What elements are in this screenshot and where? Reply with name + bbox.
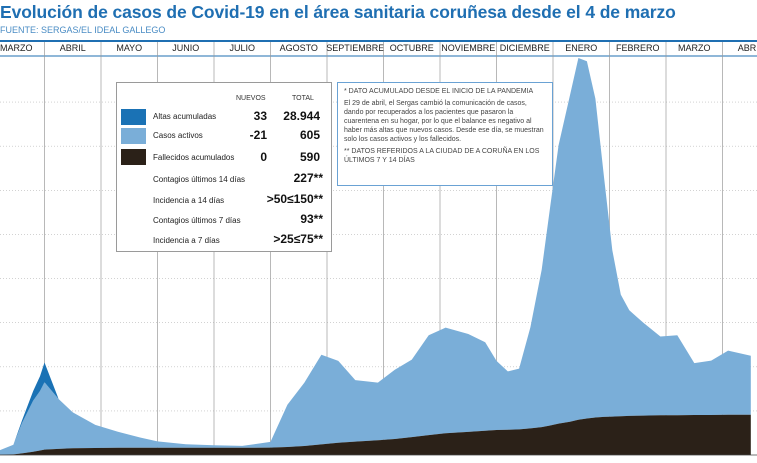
chart-title: Evolución de casos de Covid-19 en el áre… <box>0 2 676 22</box>
legend-swatch-fallecidos <box>121 149 146 165</box>
legend-nuevos-activos: -21 <box>249 128 267 142</box>
month-label: MARZO <box>678 43 711 53</box>
chart-source: FUENTE: SERGAS/EL IDEAL GALLEGO <box>0 25 166 35</box>
legend-label-altas: Altas acumuladas <box>153 112 217 121</box>
legend-total-activos: 605 <box>299 128 320 142</box>
stat-value-contagios-14: 227** <box>293 171 323 185</box>
legend-nuevos-altas: 33 <box>253 109 267 123</box>
legend-header-nuevos: NUEVOS <box>236 95 266 102</box>
month-label: JUNIO <box>172 43 199 53</box>
month-label: ABRIL <box>738 43 757 53</box>
legend-label-activos: Casos activos <box>153 131 203 140</box>
legend-header-total: TOTAL <box>292 95 314 102</box>
stat-value-contagios-7: 93** <box>300 212 323 226</box>
month-label: FEBRERO <box>616 43 660 53</box>
note-april-change: El 29 de abril, el Sergas cambió la comu… <box>344 100 544 143</box>
notes-box: * DATO ACUMULADO DESDE EL INICIO DE LA P… <box>337 82 553 186</box>
month-label: SEPTIEMBRE <box>326 43 384 53</box>
month-label: AGOSTO <box>280 43 318 53</box>
stat-label-incidencia-14: Incidencia a 14 días <box>153 196 225 205</box>
stat-label-incidencia-7: Incidencia a 7 días <box>153 236 220 245</box>
month-label: JULIO <box>229 43 255 53</box>
month-label: ABRIL <box>60 43 86 53</box>
legend-swatch-altas <box>121 109 146 125</box>
month-label: DICIEMBRE <box>500 43 550 53</box>
stat-value-incidencia-7: >25≤75** <box>273 232 323 246</box>
month-label: MAYO <box>116 43 142 53</box>
stat-label-contagios-7: Contagios últimos 7 días <box>153 216 241 225</box>
legend-total-fallecidos: 590 <box>299 150 320 164</box>
legend-box: NUEVOS TOTAL Altas acumuladas 33 28.944 … <box>116 82 332 252</box>
month-label: ENERO <box>565 43 597 53</box>
note-city-data: ** DATOS REFERIDOS A LA CIUDAD DE A CORU… <box>344 148 540 164</box>
stat-value-incidencia-14: >50≤150** <box>266 192 323 206</box>
month-label: MARZO <box>0 43 33 53</box>
legend-swatch-activos <box>121 128 146 144</box>
month-label: NOVIEMBRE <box>441 43 495 53</box>
month-label: OCTUBRE <box>390 43 434 53</box>
legend-nuevos-fallecidos: 0 <box>260 150 267 164</box>
note-accumulated: * DATO ACUMULADO DESDE EL INICIO DE LA P… <box>344 88 534 95</box>
legend-total-altas: 28.944 <box>283 109 320 123</box>
stat-label-contagios-14: Contagios últimos 14 días <box>153 175 246 184</box>
area-casos-activos <box>0 58 751 455</box>
legend-label-fallecidos: Fallecidos acumulados <box>153 153 235 162</box>
area-fallecidos-acumulados <box>0 414 751 455</box>
